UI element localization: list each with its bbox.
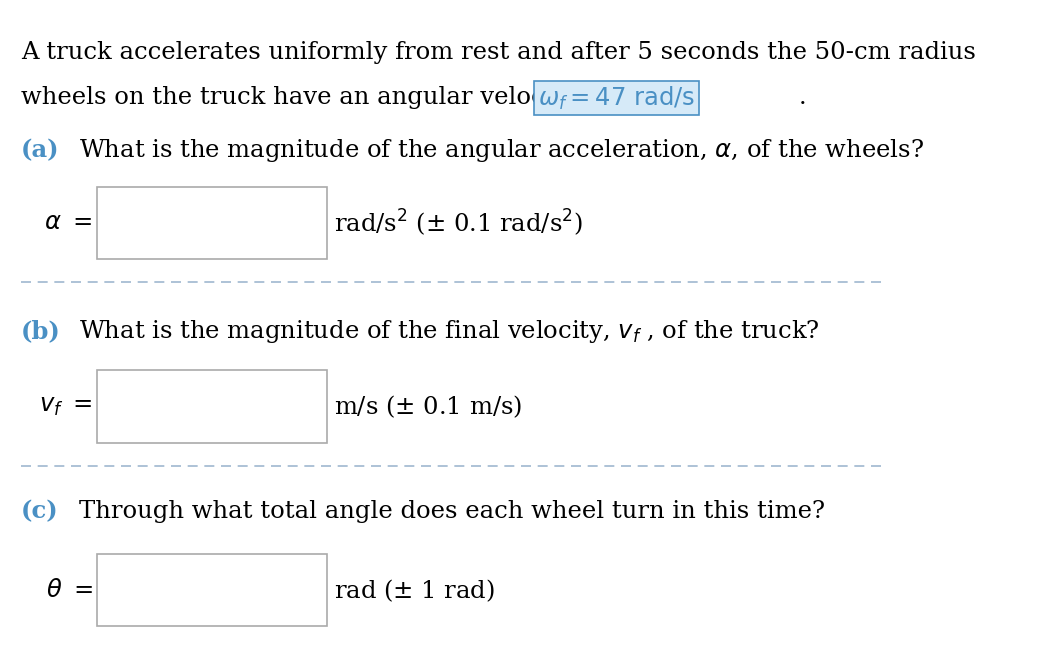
Text: A truck accelerates uniformly from rest and after 5 seconds the 50-cm radius: A truck accelerates uniformly from rest …: [21, 40, 976, 64]
Text: rad ($\pm$ 1 rad): rad ($\pm$ 1 rad): [334, 577, 495, 604]
Text: (b): (b): [21, 319, 60, 343]
Text: Through what total angle does each wheel turn in this time?: Through what total angle does each wheel…: [79, 500, 826, 523]
Text: What is the magnitude of the final velocity, $v_f$ , of the truck?: What is the magnitude of the final veloc…: [79, 318, 820, 344]
FancyBboxPatch shape: [97, 187, 327, 259]
Text: .: .: [799, 87, 806, 109]
Text: rad/s$^2$ ($\pm$ 0.1 rad/s$^2$): rad/s$^2$ ($\pm$ 0.1 rad/s$^2$): [334, 207, 582, 238]
Text: (a): (a): [21, 138, 59, 162]
FancyBboxPatch shape: [97, 370, 327, 443]
Text: $v_f\ =$: $v_f\ =$: [39, 395, 93, 418]
Text: $\theta\ =$: $\theta\ =$: [45, 579, 93, 602]
Text: m/s ($\pm$ 0.1 m/s): m/s ($\pm$ 0.1 m/s): [334, 393, 522, 420]
Text: $\alpha\ =$: $\alpha\ =$: [44, 211, 93, 234]
Text: $\omega_f = 47\ \mathrm{rad/s}$: $\omega_f = 47\ \mathrm{rad/s}$: [538, 84, 696, 112]
Text: (c): (c): [21, 500, 58, 524]
Text: wheels on the truck have an angular velocity: wheels on the truck have an angular velo…: [21, 87, 583, 109]
FancyBboxPatch shape: [97, 554, 327, 626]
Text: What is the magnitude of the angular acceleration, $\alpha$, of the wheels?: What is the magnitude of the angular acc…: [79, 137, 924, 164]
